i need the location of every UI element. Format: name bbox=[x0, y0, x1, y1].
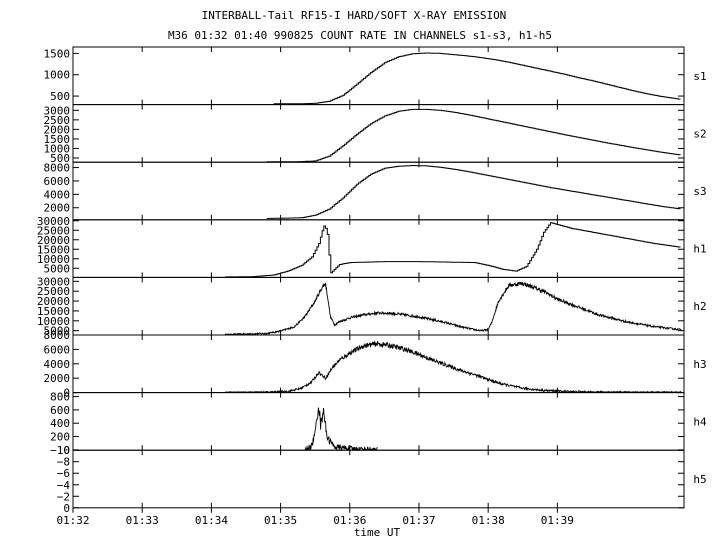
series-trace-s1 bbox=[273, 52, 681, 105]
y-tick-label-h3: 4000 bbox=[44, 358, 71, 371]
x-axis-label: time UT bbox=[354, 526, 401, 539]
y-tick-label-s2: 3000 bbox=[44, 104, 71, 117]
panel-label-h4: h4 bbox=[693, 415, 707, 428]
y-tick-label-h1: 10000 bbox=[37, 253, 70, 266]
panel-frame-h4 bbox=[72, 392, 685, 451]
panel-frame-h1 bbox=[72, 219, 685, 278]
chart-title: INTERBALL-Tail RF15-I HARD/SOFT X-RAY EM… bbox=[202, 9, 507, 22]
y-tick-label-h3: 2000 bbox=[44, 372, 71, 385]
y-tick-label-h5: −6 bbox=[57, 467, 70, 480]
x-tick-label: 01:38 bbox=[472, 514, 505, 527]
y-tick-label-h3: 8000 bbox=[44, 329, 71, 342]
series-trace-h1 bbox=[225, 222, 681, 278]
y-tick-label-s2: 1000 bbox=[44, 142, 71, 155]
y-tick-label-s3: 6000 bbox=[44, 175, 71, 188]
chart-subtitle: M36 01:32 01:40 990825 COUNT RATE IN CHA… bbox=[168, 29, 552, 42]
y-tick-label-h4: 200 bbox=[50, 431, 70, 444]
x-tick-label: 01:39 bbox=[541, 514, 574, 527]
series-trace-h2 bbox=[224, 281, 682, 336]
series-trace-h3 bbox=[225, 340, 682, 394]
series-trace-s2 bbox=[266, 108, 681, 163]
y-tick-label-s1: 1000 bbox=[44, 69, 71, 82]
panel-label-h1: h1 bbox=[693, 243, 706, 256]
panel-label-s1: s1 bbox=[693, 70, 706, 83]
y-tick-label-h3: 0 bbox=[63, 387, 70, 400]
y-tick-label-h2: 25000 bbox=[37, 285, 70, 298]
panel-frame-h2 bbox=[72, 276, 685, 336]
panel-label-s3: s3 bbox=[693, 185, 706, 198]
series-trace-s3 bbox=[266, 165, 681, 219]
y-tick-label-h4: 600 bbox=[50, 404, 70, 417]
series-trace-h4 bbox=[304, 407, 378, 452]
panel-frame-h3 bbox=[72, 334, 685, 394]
y-tick-label-h1: 30000 bbox=[37, 215, 70, 228]
y-tick-label-h2: 15000 bbox=[37, 305, 70, 318]
y-tick-label-h5: −4 bbox=[57, 479, 71, 492]
x-tick-label: 01:34 bbox=[195, 514, 228, 527]
y-tick-label-s3: 8000 bbox=[44, 162, 71, 175]
y-tick-label-h2: 5000 bbox=[44, 325, 71, 338]
y-tick-label-h2: 10000 bbox=[37, 315, 70, 328]
y-tick-label-h1: 5000 bbox=[44, 262, 71, 275]
y-tick-label-h4: 400 bbox=[50, 417, 70, 430]
x-tick-label: 01:36 bbox=[333, 514, 366, 527]
y-tick-label-h2: 20000 bbox=[37, 295, 70, 308]
y-tick-label-h5: −10 bbox=[50, 444, 70, 457]
y-tick-label-s2: 2000 bbox=[44, 123, 71, 136]
x-tick-label: 01:35 bbox=[264, 514, 297, 527]
y-tick-label-h1: 20000 bbox=[37, 234, 70, 247]
panel-frame-s2 bbox=[72, 104, 685, 163]
panel-label-h5: h5 bbox=[693, 473, 706, 486]
y-tick-label-h2: 30000 bbox=[37, 275, 70, 288]
y-tick-label-s2: 500 bbox=[50, 152, 70, 165]
y-tick-label-s2: 1500 bbox=[44, 133, 71, 146]
panel-label-s2: s2 bbox=[693, 127, 706, 140]
y-tick-label-h1: 15000 bbox=[37, 243, 70, 256]
x-axis: 01:32 01:33 01:34 01:35 01:36 01:37 01:38 01:39 bbox=[56, 507, 574, 527]
y-tick-label-h4: 0 bbox=[63, 444, 70, 457]
panel-stack: 50010001500s150010001500200025003000s220… bbox=[37, 46, 707, 515]
x-tick-label: 01:37 bbox=[402, 514, 435, 527]
x-tick-label: 01:33 bbox=[126, 514, 159, 527]
y-tick-label-h1: 25000 bbox=[37, 224, 70, 237]
y-tick-label-s1: 1500 bbox=[44, 47, 71, 60]
y-tick-label-h5: 0 bbox=[63, 502, 70, 515]
panel-label-h2: h2 bbox=[693, 300, 706, 313]
y-tick-label-h5: −2 bbox=[57, 490, 70, 503]
y-tick-label-s1: 500 bbox=[50, 90, 70, 103]
panel-frame-h5 bbox=[72, 449, 685, 509]
panel-frame-s1 bbox=[72, 46, 685, 106]
panel-label-h3: h3 bbox=[693, 358, 706, 371]
y-tick-label-h3: 6000 bbox=[44, 343, 71, 356]
x-tick-label: 01:32 bbox=[56, 514, 89, 527]
y-tick-label-s3: 2000 bbox=[44, 202, 71, 215]
y-tick-label-s3: 4000 bbox=[44, 188, 71, 201]
y-tick-label-h5: −8 bbox=[57, 456, 70, 469]
panel-s1: 500 1000 1500 s1 bbox=[44, 46, 707, 106]
y-tick-label-s2: 2500 bbox=[44, 114, 71, 127]
y-tick-label-h4: 800 bbox=[50, 391, 70, 404]
